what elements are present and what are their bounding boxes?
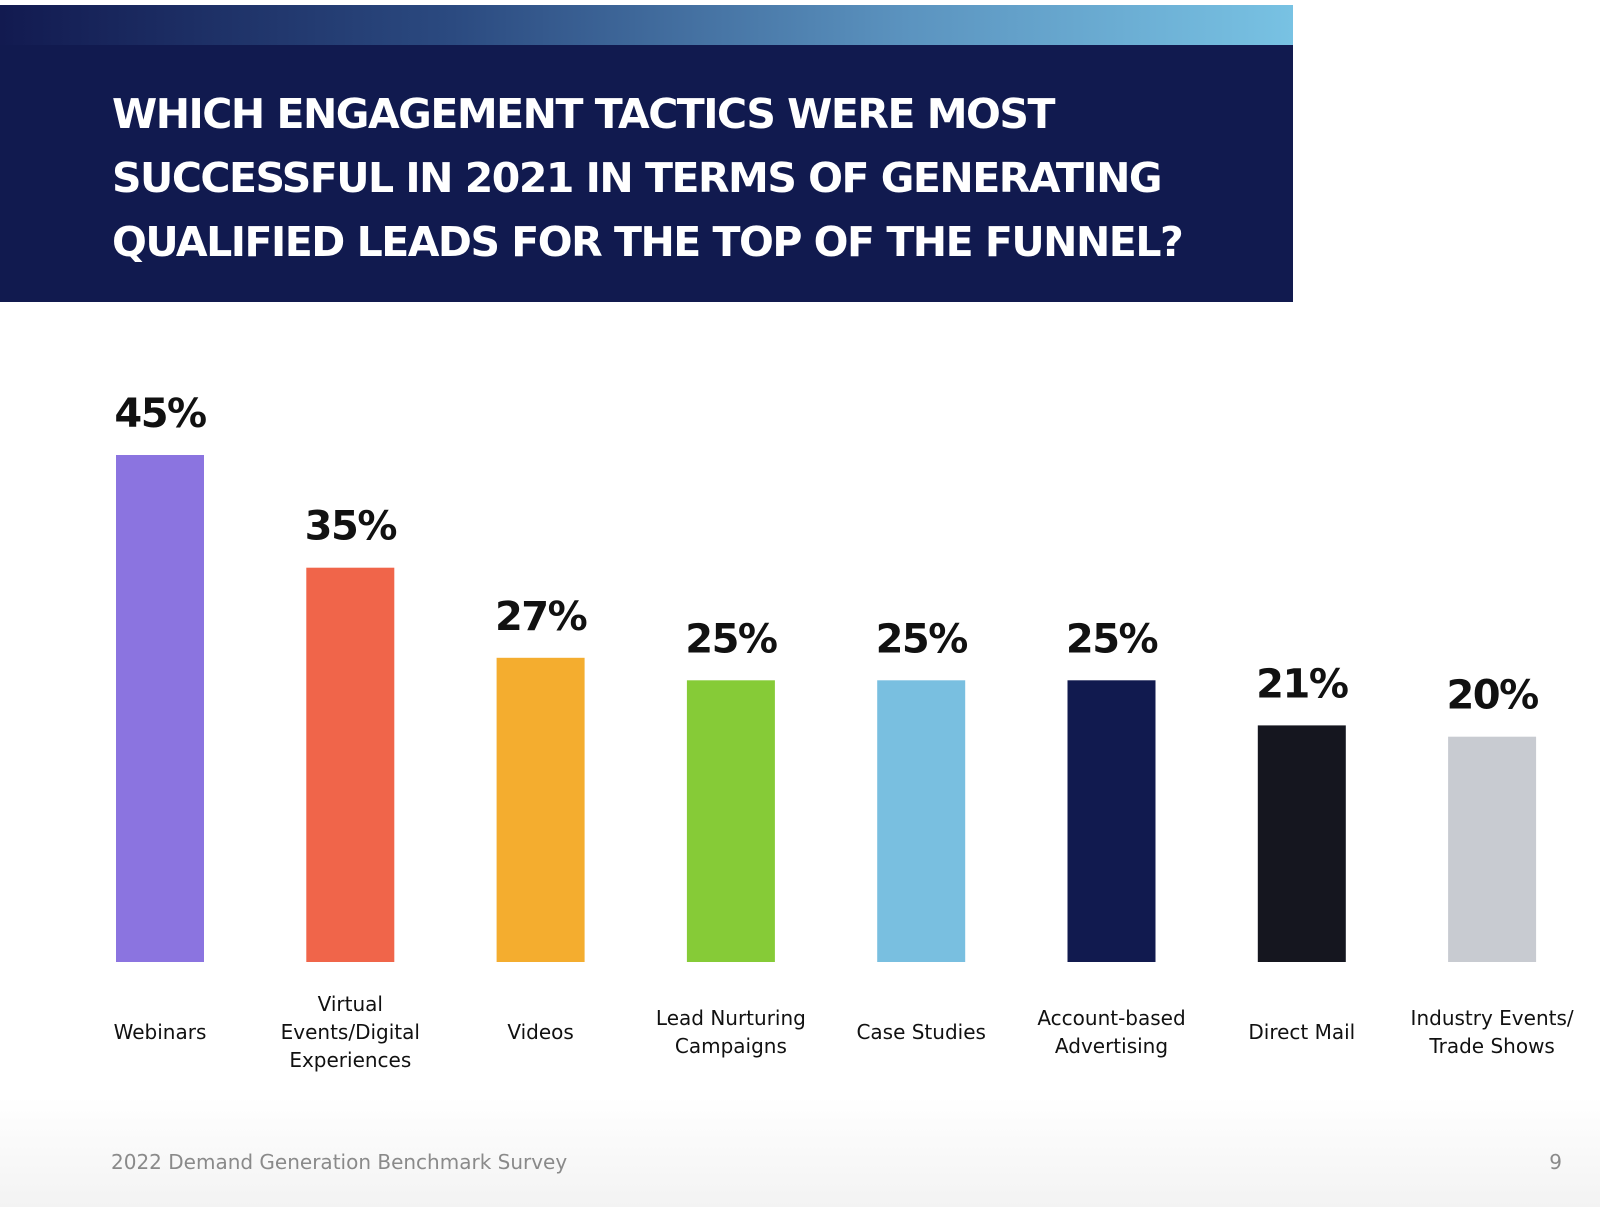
bar-value-label-0: 45% — [114, 391, 206, 437]
category-label-2: Videos — [446, 1018, 636, 1046]
category-label-line: Webinars — [113, 1020, 207, 1044]
category-label-3: Lead Nurturing Campaigns — [636, 1004, 826, 1060]
category-label-line: Account-based — [1037, 1006, 1186, 1030]
header-gradient-stripe — [0, 5, 1293, 45]
category-label-1: Virtual Events/Digital Experiences — [255, 990, 445, 1074]
bar-2 — [496, 657, 585, 962]
category-label-4: Case Studies — [826, 1018, 1016, 1046]
bar-7 — [1448, 736, 1537, 962]
page-number: 9 — [1549, 1150, 1562, 1174]
category-label-line: Virtual — [317, 992, 383, 1016]
footer-band — [0, 1097, 1600, 1207]
bar-0 — [116, 455, 204, 962]
category-label-line: Industry Events/ — [1410, 1006, 1574, 1030]
bar-value-label-2: 27% — [495, 594, 587, 640]
category-label-line: Lead Nurturing — [655, 1006, 806, 1030]
bar-1 — [306, 567, 395, 962]
category-label-line: Direct Mail — [1248, 1020, 1356, 1044]
bar-value-label-5: 25% — [1066, 616, 1158, 662]
bar-value-label-4: 25% — [876, 616, 968, 662]
category-label-line: Campaigns — [674, 1034, 787, 1058]
category-label-5: Account-based Advertising — [1017, 1004, 1207, 1060]
category-label-6: Direct Mail — [1207, 1018, 1397, 1046]
header-banner — [0, 45, 1293, 302]
bar-value-label-6: 21% — [1256, 661, 1348, 707]
category-label-line: Videos — [507, 1020, 574, 1044]
category-label-line: Events/Digital — [280, 1020, 420, 1044]
category-label-line: Advertising — [1054, 1034, 1169, 1058]
footer-source: 2022 Demand Generation Benchmark Survey — [111, 1150, 568, 1174]
category-label-line: Experiences — [289, 1048, 412, 1072]
bar-value-label-7: 20% — [1446, 673, 1538, 719]
bar-5 — [1067, 680, 1156, 962]
bar-value-label-1: 35% — [305, 504, 397, 550]
bar-4 — [877, 680, 966, 962]
bar-value-label-3: 25% — [685, 616, 777, 662]
bar-3 — [686, 680, 775, 962]
category-label-7: Industry Events/Trade Shows — [1397, 1004, 1587, 1060]
chart-title: WHICH ENGAGEMENT TACTICS WERE MOST SUCCE… — [112, 90, 1184, 266]
bar-6 — [1257, 725, 1346, 962]
category-label-line: Trade Shows — [1429, 1034, 1555, 1058]
category-label-line: Case Studies — [856, 1020, 986, 1044]
category-label-0: Webinars — [65, 1018, 255, 1046]
